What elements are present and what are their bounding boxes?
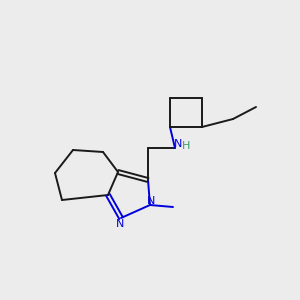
Text: H: H [182, 141, 190, 151]
Text: N: N [116, 219, 124, 229]
Text: N: N [174, 139, 182, 149]
Text: N: N [147, 196, 155, 206]
